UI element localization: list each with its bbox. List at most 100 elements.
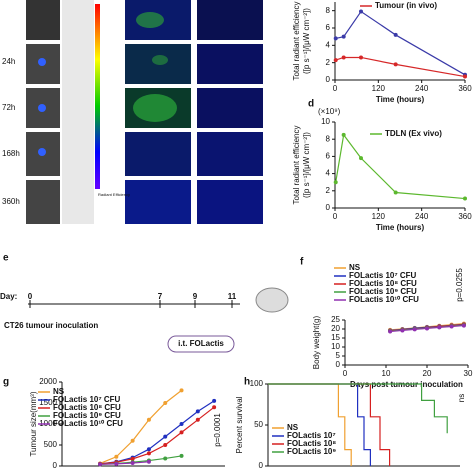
legend-label: NS (287, 423, 299, 432)
green-signal (133, 94, 177, 122)
y-axis-label: Tumour size(mm³) (29, 391, 38, 456)
point (146, 447, 151, 452)
y-axis-label: Body weight(g) (312, 315, 321, 369)
point (195, 409, 200, 414)
y-tick-label: 20 (331, 324, 340, 333)
legend-label: FOLactis 10¹⁰ CFU (349, 295, 419, 304)
y-tick-label: 6 (326, 152, 331, 161)
point (146, 417, 151, 422)
point (130, 438, 135, 443)
legend-label: FOLactis 10⁸ CFU (53, 403, 121, 412)
green-signal (152, 55, 168, 65)
panel-label: g (3, 377, 9, 388)
x-tick-label: 20 (423, 369, 432, 378)
y-tick-label: 4 (326, 169, 331, 178)
annotation: ns (457, 394, 466, 402)
green-signal (136, 12, 164, 28)
treatment-box (167, 335, 235, 353)
point (163, 443, 168, 447)
panel-label: d (308, 99, 314, 110)
y-axis-label: Total radiant efficiency (292, 1, 301, 80)
y-tick-label: 0 (259, 461, 264, 470)
point (195, 417, 200, 422)
time-label: 168h (2, 149, 20, 158)
point (163, 434, 168, 439)
x-tick-label: 240 (415, 84, 429, 93)
point (130, 461, 135, 466)
y-tick-label: 6 (326, 23, 331, 32)
micrograph (197, 0, 263, 40)
y-tick-label: 5 (336, 351, 341, 360)
point (393, 32, 398, 37)
mouse-image (26, 0, 60, 40)
micrograph (125, 180, 191, 224)
series-line (99, 389, 182, 465)
legend-label: FOLactis 10⁹ (287, 447, 336, 456)
timeline-day-tick: 11 (228, 292, 237, 301)
legend-label: NS (349, 263, 361, 272)
y-tick-label: 0 (326, 75, 331, 84)
point (179, 430, 184, 435)
point (463, 74, 467, 79)
signal (38, 104, 46, 112)
panel-label: h (244, 377, 250, 388)
annotation: p=0.0255 (455, 268, 464, 302)
y-unit: (×10⁹) (318, 107, 341, 116)
legend-label: FOLactis 10⁷ CFU (53, 395, 121, 404)
point (98, 462, 103, 467)
mouse-icon (255, 287, 289, 313)
legend-label: TDLN (Ex vivo) (385, 129, 442, 138)
point (333, 180, 338, 185)
series-line (268, 383, 448, 434)
y-tick-label: 0 (53, 461, 58, 470)
point (114, 454, 119, 459)
point (163, 401, 168, 405)
micrograph (197, 44, 263, 84)
point (341, 34, 346, 39)
legend-label: NS (53, 387, 65, 396)
series-line (335, 133, 466, 200)
point (212, 398, 217, 403)
legend-label: Tumour (in vivo) (375, 1, 437, 10)
x-tick-label: 0 (333, 84, 338, 93)
legend-label: FOLactis 10⁹ CFU (349, 287, 417, 296)
y-tick-label: 10 (331, 342, 340, 351)
micrograph (125, 132, 191, 176)
y-tick-label: 8 (326, 134, 331, 143)
point (333, 36, 338, 41)
point (179, 422, 184, 426)
x-tick-label: 240 (415, 212, 429, 221)
point (463, 196, 467, 201)
x-tick-label: 360 (458, 84, 472, 93)
time-label: 72h (2, 103, 15, 112)
point (393, 62, 398, 67)
point (146, 459, 151, 464)
point (341, 132, 346, 137)
micrograph (197, 132, 263, 176)
mouse-image (26, 180, 60, 224)
point (179, 388, 184, 393)
y-tick-label: 8 (326, 6, 331, 15)
y-tick-label: 1500 (39, 398, 57, 407)
y-axis-label: Total radiant efficiency (292, 125, 301, 204)
y-axis-label: ([p s⁻¹]/[μW cm⁻²]) (302, 132, 311, 198)
point (359, 9, 363, 14)
panel-label: e (3, 253, 9, 264)
legend-label: FOLactis 10⁸ CFU (349, 279, 417, 288)
y-tick-label: 50 (254, 420, 263, 429)
x-tick-label: 120 (372, 212, 386, 221)
x-axis-label: Time (hours) (376, 223, 425, 232)
point (461, 323, 466, 328)
point (437, 325, 442, 330)
point (212, 405, 217, 410)
timeline-day-tick: 0 (28, 292, 33, 301)
micrograph (197, 180, 263, 224)
imaging (26, 0, 263, 224)
x-axis-label: Time (hours) (376, 95, 425, 104)
timeline-event: CT26 tumour inoculation (4, 321, 98, 330)
point (425, 326, 429, 331)
colorbar (95, 4, 100, 189)
signal (38, 148, 46, 156)
panel-label: f (300, 257, 304, 268)
